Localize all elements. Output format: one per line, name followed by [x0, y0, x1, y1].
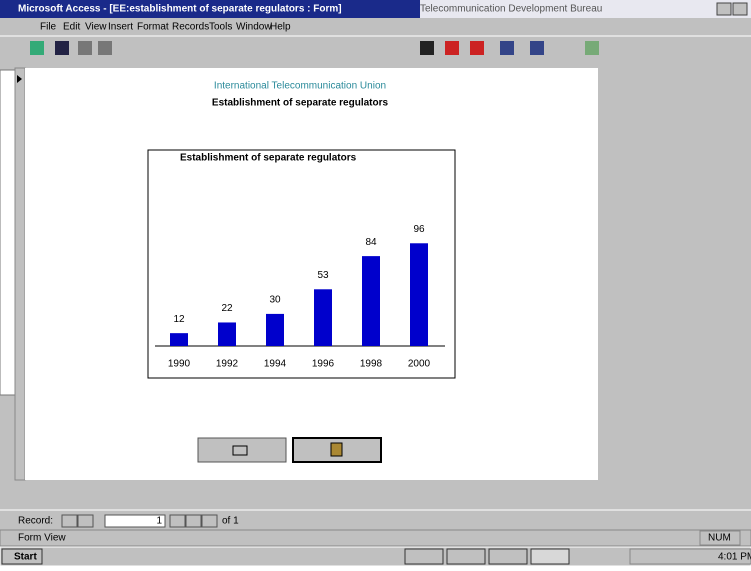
chart-frame	[148, 150, 455, 378]
prev-record-button[interactable]	[78, 515, 93, 527]
toolbar-icon[interactable]	[30, 41, 44, 55]
data-label: 96	[413, 224, 425, 235]
data-label: 53	[317, 270, 329, 281]
menu-item[interactable]: Format	[137, 22, 169, 33]
next-record-button[interactable]	[170, 515, 185, 527]
print-button[interactable]	[198, 438, 286, 462]
menu-item[interactable]: Window	[236, 22, 272, 33]
exit-icon	[331, 443, 342, 456]
form-subtitle: Establishment of separate regulators	[212, 98, 389, 109]
menu-item[interactable]: Edit	[63, 22, 80, 33]
toolbar-icon[interactable]	[585, 41, 599, 55]
start-label: Start	[14, 552, 37, 563]
menu-item[interactable]: Help	[270, 22, 291, 33]
record-total: of 1	[222, 516, 239, 527]
x-tick-label: 1998	[360, 359, 383, 370]
background-text: Telecommunication Development Bureau	[420, 4, 602, 15]
first-record-button[interactable]	[62, 515, 77, 527]
x-tick-label: 1992	[216, 359, 239, 370]
toolbar-icon[interactable]	[530, 41, 544, 55]
form-header: International Telecommunication Union	[214, 81, 386, 92]
side-panel	[0, 70, 15, 395]
record-selector[interactable]	[15, 68, 25, 480]
bar	[170, 333, 188, 346]
data-label: 22	[221, 303, 233, 314]
menu-item[interactable]: Tools	[209, 22, 232, 33]
menu-item[interactable]: File	[40, 22, 57, 33]
task-button[interactable]	[489, 549, 527, 564]
minimize-button[interactable]	[717, 3, 731, 15]
toolbar-icon[interactable]	[78, 41, 92, 55]
task-button[interactable]	[405, 549, 443, 564]
data-label: 12	[173, 314, 185, 325]
x-tick-label: 2000	[408, 359, 431, 370]
menu-item[interactable]: View	[85, 22, 107, 33]
task-button[interactable]	[531, 549, 569, 564]
chart-title: Establishment of separate regulators	[180, 153, 357, 164]
toolbar-icon[interactable]	[445, 41, 459, 55]
status-indicator: NUM	[708, 533, 731, 544]
bar	[362, 256, 380, 346]
toolbar-icon[interactable]	[500, 41, 514, 55]
x-tick-label: 1996	[312, 359, 335, 370]
record-number: 1	[156, 516, 162, 527]
bar	[410, 243, 428, 346]
bar	[266, 314, 284, 346]
clock: 4:01 PM	[718, 552, 751, 563]
toolbar-icon[interactable]	[55, 41, 69, 55]
record-label: Record:	[18, 516, 53, 527]
menu-item[interactable]: Records	[172, 22, 209, 33]
access-window: Microsoft Access - [EE:establishment of …	[0, 0, 751, 566]
status-view: Form View	[18, 533, 66, 544]
bar	[218, 322, 236, 346]
data-label: 30	[269, 295, 281, 306]
toolbar-icon[interactable]	[98, 41, 112, 55]
last-record-button[interactable]	[186, 515, 201, 527]
restore-button[interactable]	[733, 3, 747, 15]
window-title: Microsoft Access - [EE:establishment of …	[18, 4, 342, 15]
bar	[314, 289, 332, 346]
new-record-button[interactable]	[202, 515, 217, 527]
toolbar-icon[interactable]	[420, 41, 434, 55]
toolbar-icon[interactable]	[470, 41, 484, 55]
x-tick-label: 1994	[264, 359, 287, 370]
task-button[interactable]	[447, 549, 485, 564]
menu-item[interactable]: Insert	[108, 22, 133, 33]
status-bar	[0, 530, 751, 546]
x-tick-label: 1990	[168, 359, 191, 370]
data-label: 84	[365, 237, 377, 248]
